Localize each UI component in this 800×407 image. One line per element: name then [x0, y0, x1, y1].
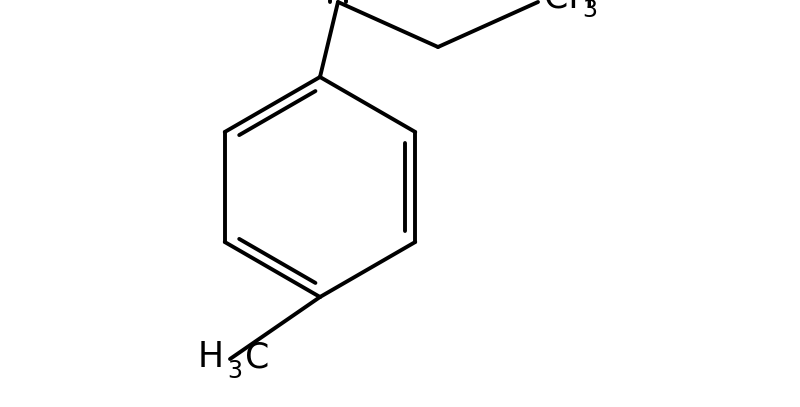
Text: H: H [198, 340, 224, 374]
Text: 3: 3 [227, 359, 242, 383]
Text: C: C [245, 340, 270, 374]
Text: CH: CH [544, 0, 594, 15]
Text: 3: 3 [582, 0, 597, 22]
